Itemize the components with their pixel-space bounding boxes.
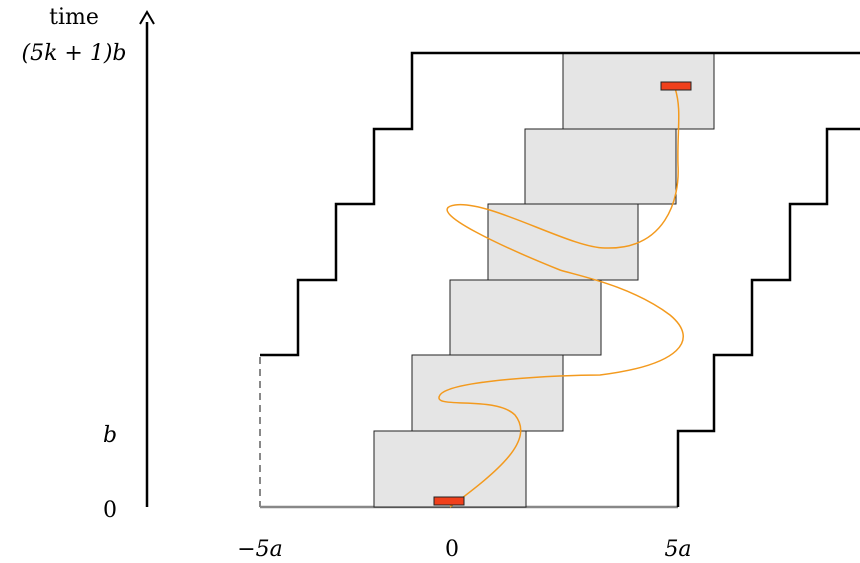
box-2 [411,354,564,432]
y-axis-top-label: (5k + 1)b [22,41,127,66]
box-3 [449,279,602,356]
right-staircase [676,127,860,507]
box-stack [373,52,715,508]
x-tick-0: 0 [445,537,459,562]
y-axis-title: time [49,5,99,30]
time-axis-arrowhead [139,10,155,25]
x-tick-minus-5a: −5a [237,537,283,562]
trajectory-path [438,87,684,508]
box-1 [373,430,527,508]
left-staircase [260,51,860,357]
y-tick-0: 0 [103,498,117,523]
start-marker [433,496,465,506]
y-tick-b: b [103,423,117,448]
box-6 [562,52,715,130]
x-tick-5a: 5a [664,537,691,562]
box-5 [524,128,677,205]
box-4 [487,203,639,281]
end-marker [660,81,692,91]
